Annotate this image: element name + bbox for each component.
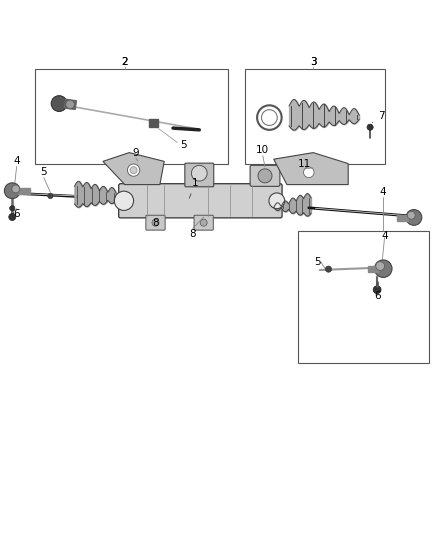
Circle shape (66, 100, 74, 109)
FancyBboxPatch shape (250, 165, 280, 187)
Circle shape (127, 164, 140, 176)
Text: 7: 7 (372, 111, 385, 123)
Circle shape (10, 206, 15, 211)
Text: 8: 8 (189, 229, 196, 239)
Circle shape (191, 165, 207, 181)
Text: 4: 4 (381, 231, 388, 241)
Bar (368, 266, 378, 272)
Text: 5: 5 (40, 167, 47, 177)
Circle shape (114, 191, 134, 211)
Circle shape (9, 214, 16, 221)
Text: 8: 8 (152, 217, 159, 228)
Bar (397, 215, 408, 221)
Text: 2: 2 (121, 56, 128, 67)
Circle shape (200, 219, 207, 226)
Text: 4: 4 (13, 156, 20, 166)
Text: 1: 1 (189, 178, 198, 198)
FancyBboxPatch shape (119, 184, 282, 218)
Circle shape (12, 185, 20, 193)
Circle shape (4, 183, 20, 199)
Circle shape (51, 96, 67, 111)
Circle shape (130, 167, 137, 174)
Circle shape (269, 193, 285, 209)
Circle shape (373, 286, 381, 294)
Circle shape (152, 219, 159, 226)
Text: 6: 6 (13, 209, 20, 219)
Text: 3: 3 (310, 56, 317, 67)
Text: 5: 5 (180, 140, 187, 150)
Polygon shape (274, 152, 348, 184)
FancyBboxPatch shape (146, 215, 165, 230)
Bar (18, 188, 30, 194)
FancyBboxPatch shape (194, 215, 213, 230)
Bar (245, 69, 385, 164)
Circle shape (258, 169, 272, 183)
Circle shape (376, 262, 385, 270)
Text: 6: 6 (374, 291, 381, 301)
Text: 5: 5 (314, 257, 321, 267)
Bar (64, 99, 77, 109)
Circle shape (407, 211, 415, 219)
Text: 9: 9 (132, 148, 139, 158)
Circle shape (48, 193, 53, 199)
FancyBboxPatch shape (185, 163, 214, 187)
Circle shape (406, 209, 422, 225)
Bar (149, 119, 158, 127)
Circle shape (304, 167, 314, 177)
Circle shape (325, 266, 332, 272)
Text: 11: 11 (298, 159, 311, 168)
Polygon shape (103, 152, 164, 184)
Text: 2: 2 (121, 56, 128, 67)
Text: 4: 4 (380, 187, 387, 197)
Circle shape (367, 124, 373, 130)
Text: 10: 10 (256, 146, 269, 156)
Bar (298, 231, 429, 363)
Text: 3: 3 (310, 56, 317, 67)
Bar (35, 69, 228, 164)
Circle shape (374, 260, 392, 278)
